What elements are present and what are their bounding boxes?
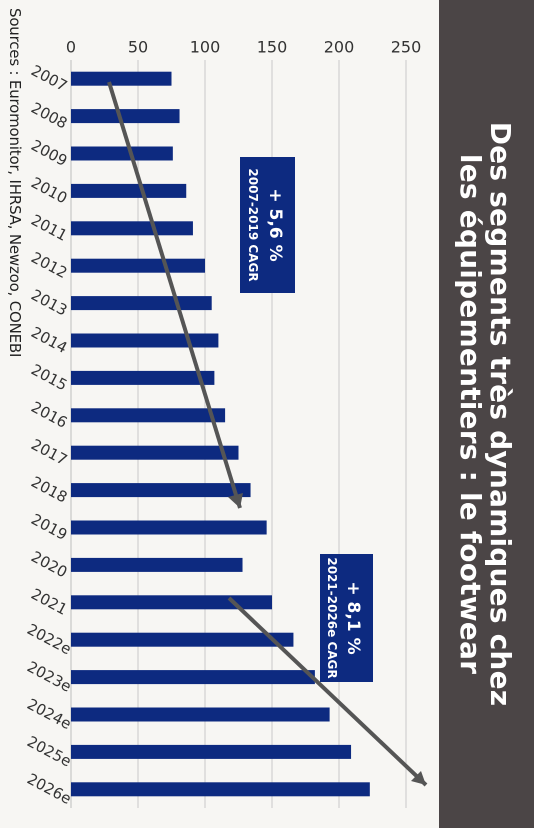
bar-2020 <box>71 557 243 572</box>
bar-2019 <box>71 520 267 535</box>
x-tick-label: 2024e <box>27 695 74 733</box>
bar-2011 <box>71 221 193 236</box>
x-tick-label: 2021 <box>28 585 70 619</box>
x-tick-label: 2017 <box>28 435 70 469</box>
bar-2025e <box>71 744 352 759</box>
cagr-callout-2-label: 2021-2026e CAGR <box>325 557 339 678</box>
y-tick-label: 50 <box>128 38 148 57</box>
bar-2018 <box>71 483 251 498</box>
x-tick-label: 2011 <box>28 211 70 245</box>
bar-2009 <box>71 146 173 161</box>
gridlines <box>70 60 407 808</box>
x-tick-label: 2014 <box>28 323 70 357</box>
y-tick-label: 150 <box>257 38 288 57</box>
bar-2010 <box>71 183 187 198</box>
bar-2007 <box>71 71 172 86</box>
bar-2014 <box>71 333 219 348</box>
y-axis-ticks: 0 50 100 150 200 250 <box>66 38 421 57</box>
bar-2022e <box>71 632 294 647</box>
x-tick-label: 2012 <box>28 248 70 282</box>
bar-2016 <box>71 408 226 423</box>
x-tick-label: 2016 <box>28 398 70 432</box>
chart-title-line-2: les équipementiers : le footwear <box>454 153 487 675</box>
y-tick-label: 200 <box>324 38 355 57</box>
source-note: Sources : Euromonitor, IHRSA, Newzoo, CO… <box>6 8 24 358</box>
bar-2015 <box>71 370 215 385</box>
bar-2026e <box>70 782 370 797</box>
bars <box>70 71 370 797</box>
chart-title-line-1: Des segments très dynamiques chez <box>484 121 517 707</box>
x-tick-label: 2010 <box>28 174 70 208</box>
x-tick-label: 2019 <box>28 510 70 544</box>
cagr-arrow-2 <box>227 596 428 787</box>
cagr-callout-2: + 8,1 % 2021-2026e CAGR <box>320 554 373 682</box>
x-tick-label: 2018 <box>28 473 70 507</box>
bar-2017 <box>71 445 239 460</box>
x-tick-label: 2009 <box>28 136 70 170</box>
x-tick-label: 2026e <box>27 770 74 808</box>
x-tick-label: 2020 <box>28 548 70 582</box>
x-tick-label: 2025e <box>27 732 74 770</box>
bar-2023e <box>70 670 315 685</box>
cagr-callout-1: + 5,6 % 2007-2019 CAGR <box>240 157 295 293</box>
title-banner: Des segments très dynamiques chez les éq… <box>439 0 534 828</box>
bar-2008 <box>71 109 180 124</box>
y-tick-label: 250 <box>391 38 422 57</box>
bar-2013 <box>71 296 212 311</box>
x-tick-label: 2013 <box>28 286 70 320</box>
y-tick-label: 100 <box>190 38 221 57</box>
bar-2012 <box>71 258 205 273</box>
cagr-callout-1-value: + 5,6 % <box>265 188 285 261</box>
x-tick-label: 2008 <box>28 99 70 133</box>
cagr-arrow-1 <box>107 81 243 509</box>
bar-2024e <box>71 707 330 722</box>
cagr-callout-2-value: + 8,1 % <box>343 581 363 654</box>
y-tick-label: 0 <box>66 38 76 57</box>
bar-2021 <box>71 595 272 610</box>
x-tick-label: 2022e <box>27 620 74 658</box>
x-tick-label: 2015 <box>28 361 70 395</box>
cagr-callout-1-label: 2007-2019 CAGR <box>246 168 260 281</box>
x-tick-label: 2007 <box>28 61 70 95</box>
x-tick-label: 2023e <box>27 658 74 696</box>
